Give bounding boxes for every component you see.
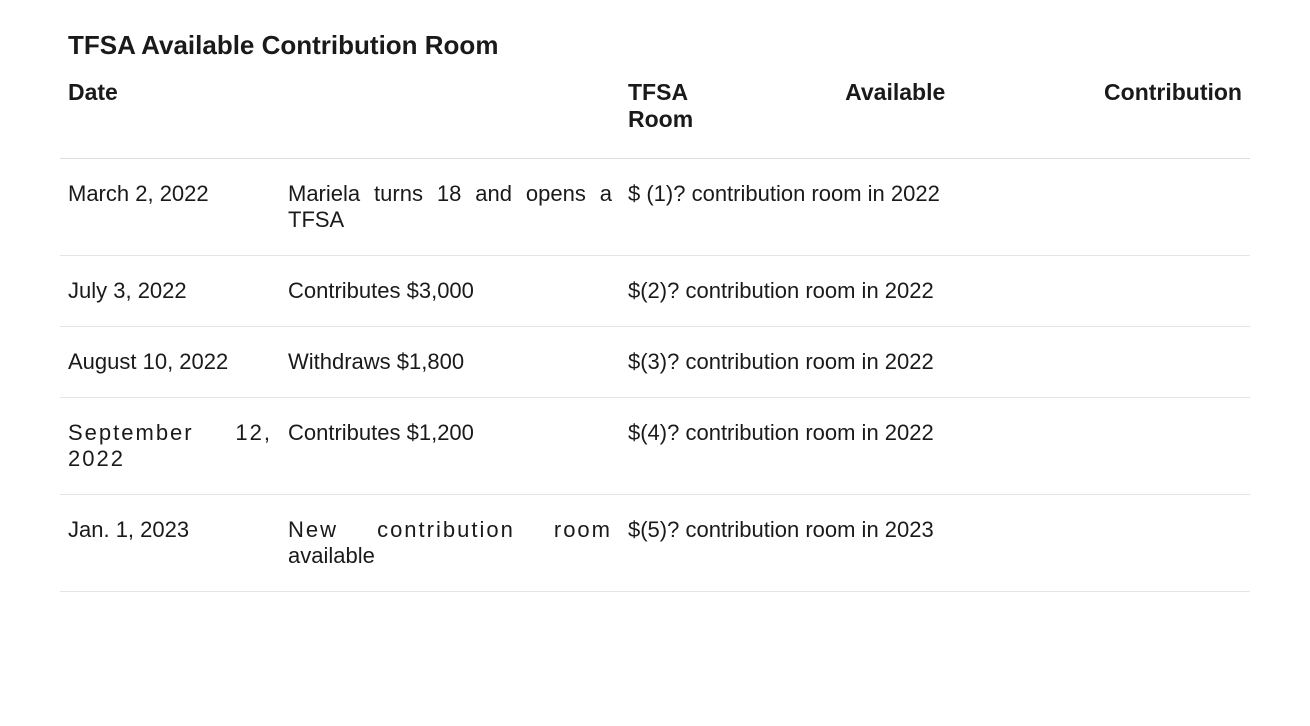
cell-desc-line2: TFSA <box>288 207 612 233</box>
header-room: TFSA Available Contribution Room <box>620 69 1250 159</box>
cell-date: March 2, 2022 <box>60 159 280 256</box>
cell-date: July 3, 2022 <box>60 256 280 327</box>
table-row: July 3, 2022 Contributes $3,000 $(2)? co… <box>60 256 1250 327</box>
cell-date-text: September 12, 2022 <box>68 420 272 471</box>
table-row: Jan. 1, 2023 New contribution room avail… <box>60 495 1250 592</box>
header-desc <box>280 69 620 159</box>
cell-desc-line1: New contribution room <box>288 517 612 542</box>
cell-room: $(2)? contribution room in 2022 <box>620 256 1250 327</box>
header-room-line2: Room <box>628 106 1242 133</box>
cell-desc-line1: Mariela turns 18 and opens a <box>288 181 612 206</box>
cell-desc: Mariela turns 18 and opens a TFSA <box>280 159 620 256</box>
cell-desc: Contributes $3,000 <box>280 256 620 327</box>
cell-date: September 12, 2022 <box>60 398 280 495</box>
header-date: Date <box>60 69 280 159</box>
table-row: August 10, 2022 Withdraws $1,800 $(3)? c… <box>60 327 1250 398</box>
cell-date: August 10, 2022 <box>60 327 280 398</box>
cell-desc-line2: available <box>288 543 612 569</box>
table-header-row: Date TFSA Available Contribution Room <box>60 69 1250 159</box>
tfsa-table: Date TFSA Available Contribution Room Ma… <box>60 69 1250 592</box>
cell-desc: New contribution room available <box>280 495 620 592</box>
cell-room: $ (1)? contribution room in 2022 <box>620 159 1250 256</box>
cell-desc: Contributes $1,200 <box>280 398 620 495</box>
cell-desc: Withdraws $1,800 <box>280 327 620 398</box>
table-row: September 12, 2022 Contributes $1,200 $(… <box>60 398 1250 495</box>
table-title: TFSA Available Contribution Room <box>60 30 1250 61</box>
cell-room: $(3)? contribution room in 2022 <box>620 327 1250 398</box>
cell-room: $(4)? contribution room in 2022 <box>620 398 1250 495</box>
header-room-line1: TFSA Available Contribution <box>628 79 1242 106</box>
table-row: March 2, 2022 Mariela turns 18 and opens… <box>60 159 1250 256</box>
cell-date: Jan. 1, 2023 <box>60 495 280 592</box>
cell-room: $(5)? contribution room in 2023 <box>620 495 1250 592</box>
